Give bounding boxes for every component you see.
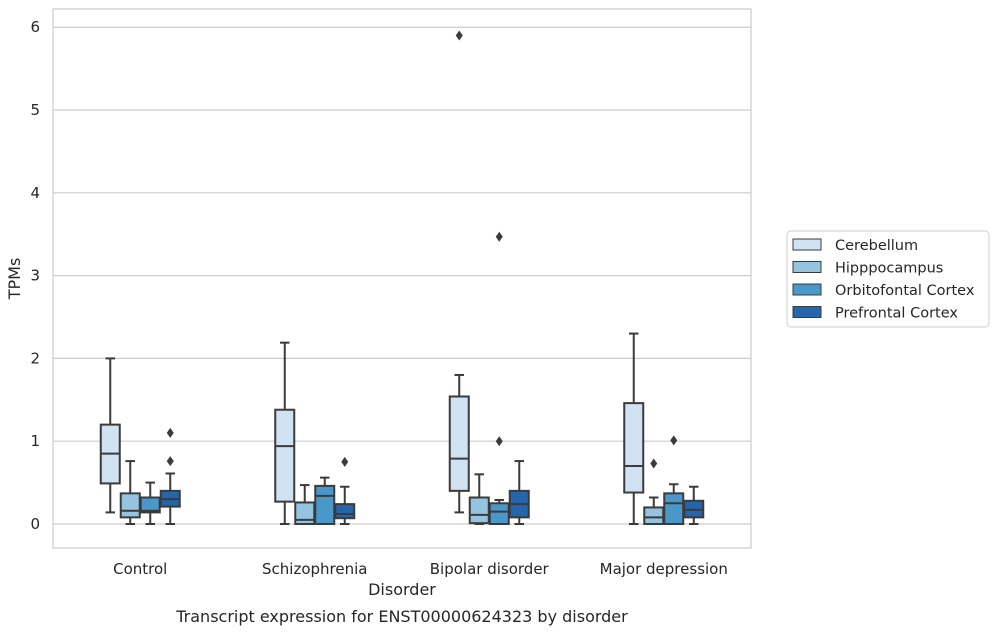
legend: Cerebellum Hipppocampus Orbitofontal Corte… <box>786 230 990 328</box>
x-tick-label: Control <box>113 560 167 578</box>
box-iqr <box>119 492 141 519</box>
y-tick-label: 2 <box>30 349 40 367</box>
box-iqr <box>643 506 665 525</box>
box-iqr <box>623 402 645 494</box>
chart-caption: Transcript expression for ENST0000062432… <box>175 607 628 626</box>
box-iqr <box>448 395 470 492</box>
legend-item: Hipppocampus <box>792 261 943 277</box>
box-prefrontal-cortex <box>334 456 356 525</box>
legend-box <box>786 230 990 328</box>
box-orbitofontal-cortex <box>663 435 685 525</box>
x-tick-label: Major depression <box>600 560 728 578</box>
box-plot-marks <box>99 30 705 525</box>
box-cerebellum <box>623 332 645 525</box>
y-tick-label: 3 <box>30 267 40 285</box>
legend-swatch <box>792 283 822 296</box>
y-tick-label: 4 <box>30 184 40 202</box>
outlier-point <box>650 458 658 469</box>
box-hipppocampus <box>294 484 316 525</box>
y-tick-label: 1 <box>30 432 40 450</box>
x-tick-label: Bipolar disorder <box>430 560 550 578</box>
x-tick-label: Schizophrenia <box>262 560 367 578</box>
box-hipppocampus <box>468 473 490 525</box>
outlier-point <box>495 231 503 242</box>
x-axis-ticks: Control Schizophrenia Bipolar disorder Majo… <box>113 560 728 578</box>
box-hipppocampus <box>119 460 141 525</box>
outlier-point <box>166 427 174 438</box>
box-hipppocampus <box>643 458 665 525</box>
box-cerebellum <box>99 357 121 514</box>
box-orbitofontal-cortex <box>314 476 336 525</box>
y-axis-ticks: 0 1 2 3 4 5 6 <box>30 18 40 533</box>
legend-item: Cerebellum <box>792 238 918 254</box>
y-tick-label: 6 <box>30 18 40 36</box>
y-tick-label: 5 <box>30 101 40 119</box>
box-orbitofontal-cortex <box>139 481 161 525</box>
outlier-point <box>455 30 463 41</box>
y-axis-title: TPMs <box>5 258 24 301</box>
legend-swatch <box>792 306 822 318</box>
legend-label: Prefrontal Cortex <box>835 306 958 322</box>
box-prefrontal-cortex <box>508 460 530 525</box>
box-iqr <box>488 502 510 525</box>
box-iqr <box>663 492 685 525</box>
box-iqr <box>274 408 296 503</box>
legend-label: Orbitofontal Cortex <box>835 283 975 299</box>
box-iqr <box>314 484 336 525</box>
gridlines <box>53 26 751 525</box>
legend-label: Hipppocampus <box>835 261 943 277</box>
box-iqr <box>334 503 356 520</box>
outlier-point <box>670 435 678 446</box>
legend-item: Orbitofontal Cortex <box>792 283 975 299</box>
box-cerebellum <box>274 341 296 525</box>
plot-frame <box>52 8 752 549</box>
legend-swatch <box>792 238 822 251</box>
y-tick-label: 0 <box>30 515 40 533</box>
legend-swatch <box>792 261 822 273</box>
box-prefrontal-cortex <box>159 427 181 525</box>
box-iqr <box>468 496 490 525</box>
legend-item: Prefrontal Cortex <box>792 306 958 322</box>
outlier-point <box>166 456 174 467</box>
x-axis-title: Disorder <box>368 580 436 599</box>
outlier-point <box>495 436 503 447</box>
box-prefrontal-cortex <box>683 485 705 525</box>
box-cerebellum <box>448 30 470 514</box>
legend-label: Cerebellum <box>835 238 918 254</box>
outlier-point <box>341 456 349 467</box>
